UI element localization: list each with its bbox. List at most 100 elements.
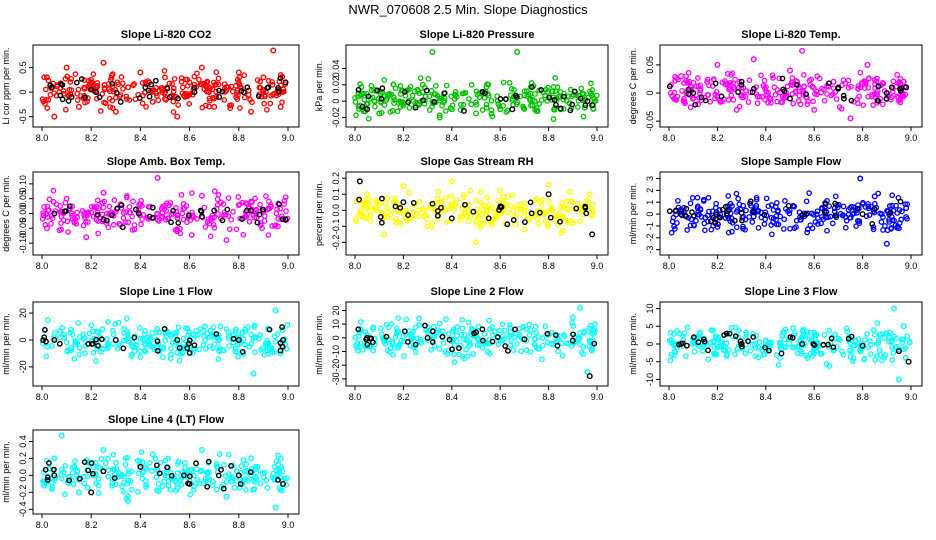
scatter-point	[793, 217, 800, 224]
scatter-point	[453, 338, 460, 344]
overlay-point	[243, 207, 250, 214]
scatter-point	[178, 78, 185, 85]
scatter-point	[891, 305, 898, 312]
scatter-point	[448, 192, 455, 199]
scatter-point	[272, 504, 279, 511]
y-axis-label: kPa per min.	[314, 61, 324, 112]
scatter-point	[804, 101, 811, 108]
overlay-point	[218, 466, 224, 473]
x-tick-label: 9.0	[591, 133, 604, 143]
overlay-point	[439, 333, 446, 340]
scatter-point	[833, 343, 840, 350]
overlay-point	[826, 80, 832, 87]
scatter-point	[794, 350, 801, 356]
overlay-point	[429, 328, 436, 335]
scatter-point	[477, 189, 484, 196]
y-axis-label: ml/min per min.	[1, 441, 11, 503]
y-tick-label: -10	[645, 373, 655, 386]
scatter-point	[554, 212, 561, 218]
scatter-point	[445, 331, 452, 337]
scatter-point	[215, 211, 221, 217]
y-tick-label: 10	[331, 319, 341, 329]
scatter-point	[508, 337, 515, 343]
overlay-point	[737, 338, 744, 345]
scatter-point	[511, 86, 517, 93]
scatter-point	[821, 331, 828, 338]
chart-title: Slope Gas Stream RH	[420, 156, 533, 168]
scatter-point	[569, 199, 576, 206]
scatter-point	[746, 77, 753, 84]
scatter-point	[848, 349, 855, 355]
overlay-point	[276, 201, 283, 208]
scatter-point	[239, 199, 246, 206]
scatter-point	[681, 330, 688, 336]
overlay-point	[591, 340, 598, 347]
scatter-point	[906, 339, 913, 345]
scatter-point	[786, 340, 792, 347]
scatter-point	[184, 326, 191, 332]
scatter-point	[447, 205, 454, 212]
scatter-point	[406, 105, 413, 111]
overlay-point	[871, 205, 878, 212]
scatter-point	[61, 331, 67, 338]
scatter-point	[871, 91, 878, 97]
scatter-point	[489, 204, 496, 211]
scatter-point	[88, 209, 95, 216]
overlay-point	[264, 85, 271, 91]
scatter-point	[480, 202, 487, 208]
scatter-point	[353, 218, 359, 225]
overlay-point	[62, 208, 69, 215]
scatter-point	[259, 225, 265, 232]
scatter-point	[265, 78, 272, 84]
scatter-point	[486, 317, 492, 324]
scatter-point	[830, 78, 837, 85]
overlay-point	[191, 342, 198, 349]
x-tick-label: 8.2	[711, 392, 724, 402]
scatter-point	[161, 478, 167, 485]
scatter-point	[387, 211, 394, 218]
scatter-point	[736, 327, 742, 334]
y-tick-label: -10	[331, 345, 341, 358]
scatter-point	[432, 207, 439, 213]
overlay-point	[692, 101, 699, 108]
overlay-point	[583, 210, 590, 217]
scatter-point	[811, 344, 818, 351]
y-axis-label: percent per min.	[314, 181, 324, 246]
overlay-point	[698, 94, 705, 101]
overlay-point	[166, 94, 173, 101]
scatter-point	[810, 85, 817, 91]
scatter-point	[175, 458, 182, 465]
scatter-point	[123, 96, 130, 103]
scatter-point	[743, 331, 750, 338]
scatter-point	[895, 225, 902, 232]
y-tick-label: 0	[18, 90, 28, 95]
scatter-point	[889, 217, 896, 224]
x-tick-label: 8.0	[36, 520, 49, 530]
scatter-point	[197, 468, 204, 475]
scatter-point	[561, 90, 567, 97]
scatter-point	[277, 350, 284, 357]
scatter-point	[705, 218, 711, 225]
scatter-point	[761, 85, 768, 92]
overlay-point	[547, 214, 554, 221]
scatter-point	[357, 319, 364, 325]
scatter-point	[845, 77, 852, 84]
scatter-point	[90, 71, 97, 77]
scatter-point	[186, 470, 193, 477]
scatter-point	[178, 191, 185, 198]
overlay-point	[356, 178, 363, 185]
scatter-point	[72, 458, 78, 465]
scatter-point	[542, 323, 549, 330]
overlay-point	[224, 206, 231, 213]
scatter-point	[874, 353, 881, 359]
chart-title: Slope Li-820 Pressure	[420, 29, 535, 41]
scatter-point	[39, 96, 46, 103]
scatter-point	[501, 327, 508, 334]
scatter-point	[707, 98, 714, 105]
scatter-point	[76, 344, 83, 351]
scatter-point	[260, 345, 266, 352]
scatter-point	[683, 353, 689, 359]
overlay-point	[456, 345, 462, 352]
scatter-point	[191, 487, 197, 493]
scatter-point	[832, 331, 839, 338]
